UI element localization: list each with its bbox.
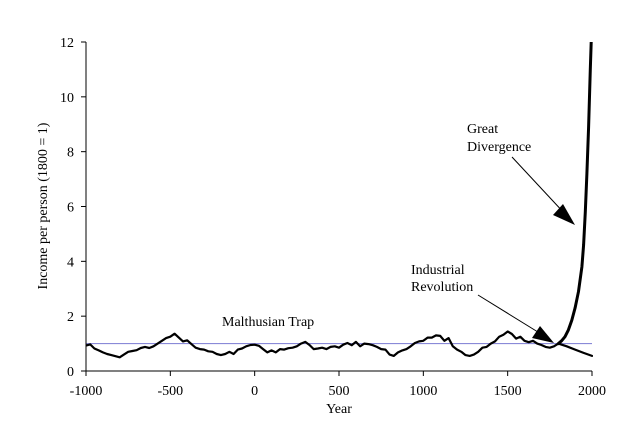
y-tick-label: 2 (67, 310, 74, 325)
series-line-0 (86, 330, 560, 359)
great-divergence-label: Great (467, 122, 498, 137)
x-tick-label: 2000 (578, 384, 606, 399)
y-tick-label: 0 (67, 365, 74, 380)
x-axis-title: Year (326, 402, 352, 417)
y-axis-title: Income per person (1800 = 1) (36, 122, 51, 289)
industrial-revolution-arrow-shaft (477, 294, 547, 338)
industrial-revolution-arrow-head (532, 326, 554, 343)
great-divergence-arrow-shaft (511, 156, 567, 216)
y-tick-label: 10 (60, 91, 74, 106)
x-tick-label: 500 (329, 384, 350, 399)
series-line-2 (556, 42, 593, 346)
industrial-revolution-label: Industrial (411, 263, 465, 278)
x-tick-label: 1500 (494, 384, 522, 399)
malthusian-trap-label: Malthusian Trap (222, 315, 314, 330)
x-tick-label: 1000 (409, 384, 437, 399)
industrial-revolution-label-line2: Revolution (411, 280, 473, 295)
great-divergence-arrow-head (553, 204, 575, 225)
x-tick-label: 0 (251, 384, 258, 399)
great-divergence-label-line2: Divergence (467, 140, 531, 155)
y-tick-label: 12 (60, 36, 74, 51)
y-tick-label: 4 (67, 255, 74, 270)
x-tick-label: -500 (157, 384, 183, 399)
y-tick-label: 6 (67, 201, 74, 216)
series-line-1 (557, 342, 593, 357)
x-tick-label: -1000 (70, 384, 103, 399)
y-tick-label: 8 (67, 146, 74, 161)
